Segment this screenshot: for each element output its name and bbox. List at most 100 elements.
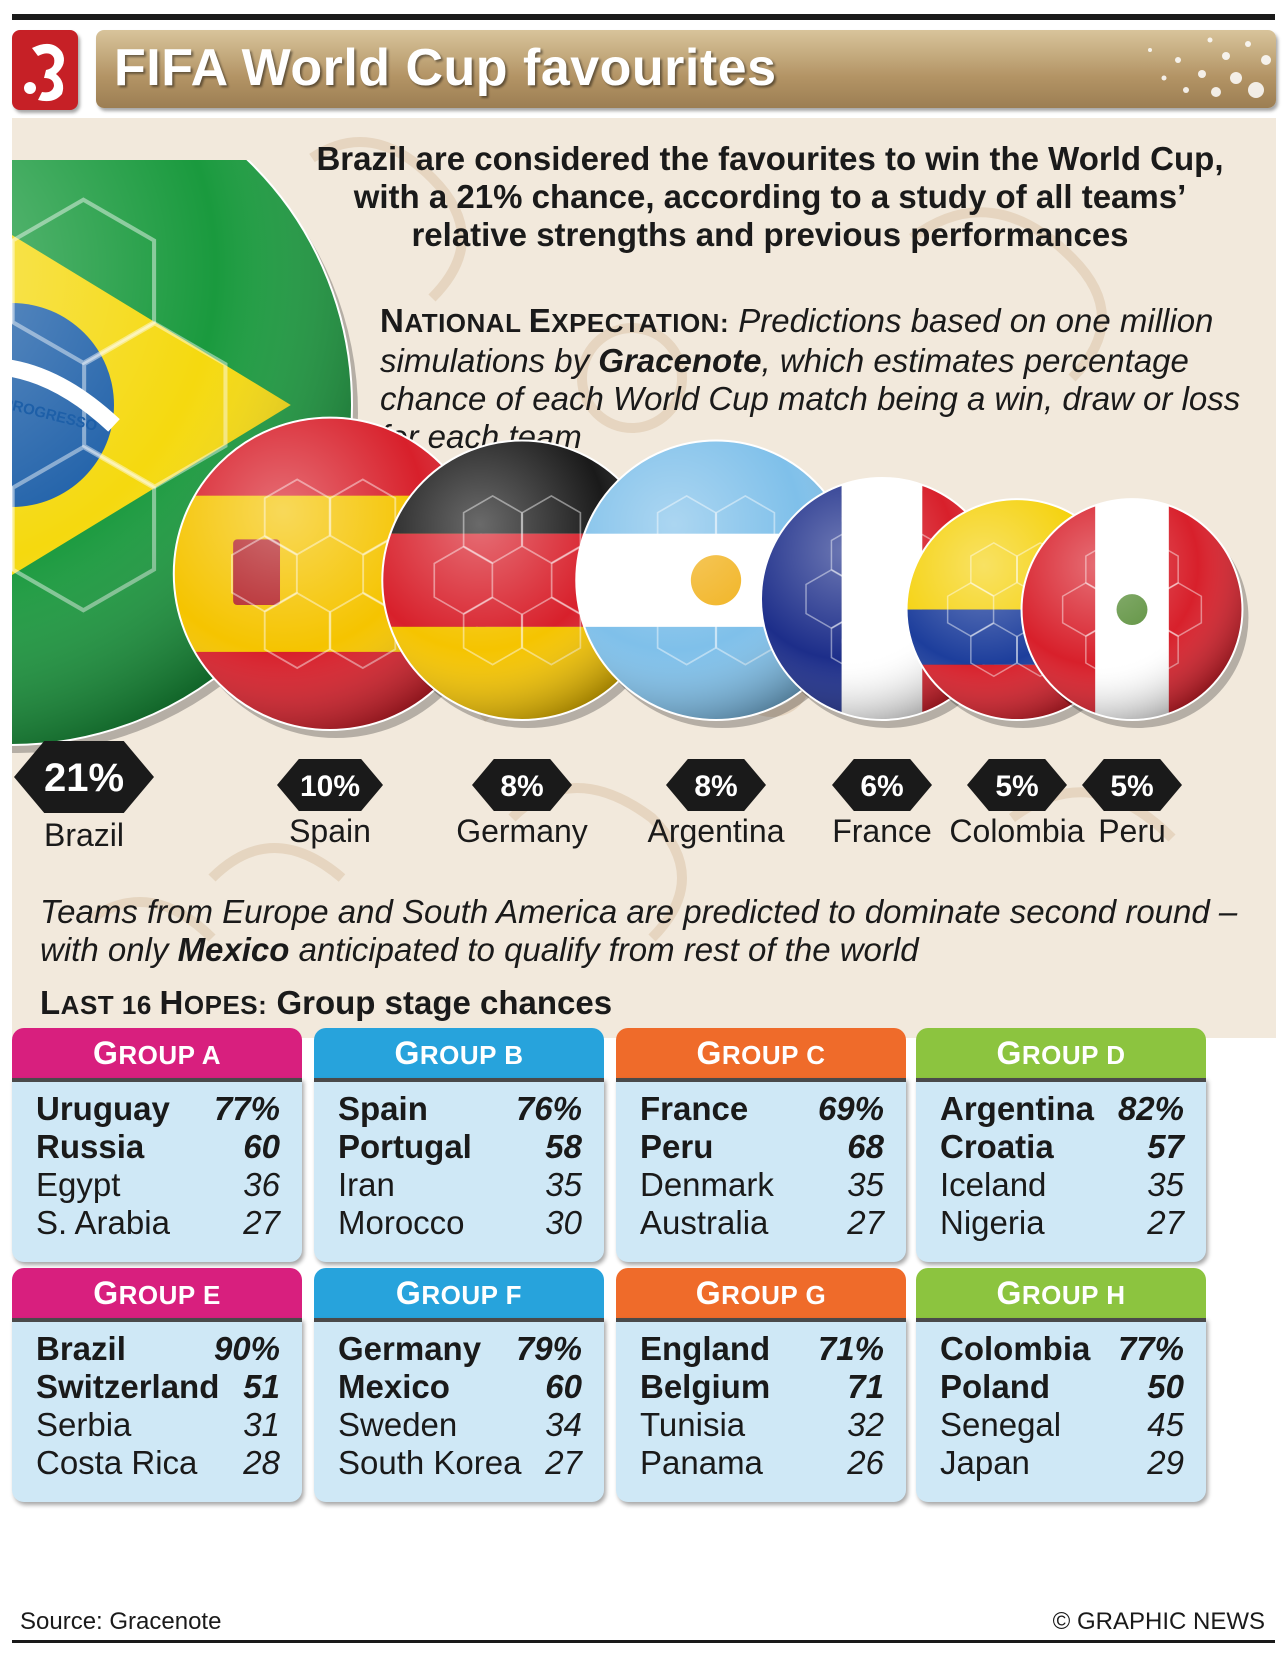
group-section-heading: LAST 16 HOPES: Group stage chances: [40, 984, 613, 1021]
group-table: GROUP H Colombia 77% Poland 50 Senegal 45 Japan…: [916, 1268, 1206, 1502]
team-name: England: [640, 1330, 771, 1367]
team-row: Belgium 71: [640, 1368, 884, 1406]
team-row: Brazil 90%: [36, 1330, 280, 1368]
team-name: Portugal: [338, 1128, 472, 1165]
sparkle-decoration-icon: [1148, 37, 1271, 98]
intro-line-1: Brazil are considered the favourites to …: [316, 140, 1224, 177]
group-table: GROUP B Spain 76% Portugal 58 Iran 35 Morocco 30: [314, 1028, 604, 1262]
team-chance: 71%: [817, 1330, 884, 1367]
group-header: GROUP D: [916, 1028, 1206, 1078]
team-name: Tunisia: [640, 1406, 746, 1443]
group-body: Argentina 82% Croatia 57 Iceland 35 Nigeria 27: [916, 1078, 1206, 1262]
team-chance: 50: [1147, 1368, 1184, 1405]
second-round-note: Teams from Europe and South America are …: [40, 893, 1238, 968]
team-chance: 45: [1147, 1406, 1184, 1443]
team-name: Brazil: [36, 1330, 126, 1367]
team-row: Iceland 35: [940, 1166, 1184, 1204]
value-label: 10%: [300, 770, 360, 803]
expectation-body-post: , which estimates percentage chance of e…: [380, 342, 1241, 455]
team-chance: 60: [545, 1368, 582, 1405]
team-row: Switzerland 51: [36, 1368, 280, 1406]
value-label: 5%: [995, 770, 1038, 803]
team-chance: 27: [545, 1444, 582, 1481]
team-row: Uruguay 77%: [36, 1090, 280, 1128]
team-row: Croatia 57: [940, 1128, 1184, 1166]
team-chance: 34: [545, 1406, 582, 1443]
intro-line-3: relative strengths and previous performa…: [411, 216, 1129, 253]
team-row: Spain 76%: [338, 1090, 582, 1128]
value-label: 8%: [694, 770, 737, 803]
group-table: GROUP A Uruguay 77% Russia 60 Egypt 36 S. Arabi…: [12, 1028, 302, 1262]
group-header: GROUP B: [314, 1028, 604, 1078]
bottom-rule: [12, 1640, 1275, 1643]
ball-peru: [1020, 498, 1249, 728]
source-note: Source: Gracenote: [20, 1608, 222, 1635]
group-header: GROUP E: [12, 1268, 302, 1318]
team-chance: 76%: [515, 1090, 582, 1127]
group-table: GROUP C France 69% Peru 68 Denmark 35 Australia…: [616, 1028, 906, 1262]
group-body: England 71% Belgium 71 Tunisia 32 Panama 26: [616, 1318, 906, 1502]
team-name: Japan: [940, 1444, 1030, 1481]
team-row: Peru 68: [640, 1128, 884, 1166]
team-row: Australia 27: [640, 1204, 884, 1242]
team-label-colombia: Colombia: [949, 813, 1084, 849]
team-name: Colombia: [940, 1330, 1091, 1367]
team-chance: 79%: [515, 1330, 582, 1367]
group-body: Brazil 90% Switzerland 51 Serbia 31 Costa Rica…: [12, 1318, 302, 1502]
team-label-peru: Peru: [1098, 813, 1166, 849]
team-name: Russia: [36, 1128, 145, 1165]
team-chance: 60: [243, 1128, 280, 1165]
team-chance: 68: [847, 1128, 884, 1165]
team-chance: 77%: [213, 1090, 280, 1127]
team-chance: 35: [545, 1166, 582, 1203]
team-chance: 77%: [1117, 1330, 1184, 1367]
value-label: 6%: [860, 770, 903, 803]
team-row: Costa Rica 28: [36, 1444, 280, 1482]
value-label: 21%: [44, 756, 124, 800]
team-row: Russia 60: [36, 1128, 280, 1166]
team-row: Denmark 35: [640, 1166, 884, 1204]
value-badge-colombia: 5%: [967, 759, 1067, 811]
credit-note: © GRAPHIC NEWS: [1052, 1608, 1265, 1635]
group-table: GROUP E Brazil 90% Switzerland 51 Serbia 31 Cos…: [12, 1268, 302, 1502]
team-name: Croatia: [940, 1128, 1054, 1165]
expectation-highlight: Gracenote: [598, 342, 762, 379]
team-chance: 90%: [213, 1330, 280, 1367]
team-row: Poland 50: [940, 1368, 1184, 1406]
team-name: Panama: [640, 1444, 763, 1481]
value-badge-germany: 8%: [472, 759, 572, 811]
team-row: Serbia 31: [36, 1406, 280, 1444]
group-table: GROUP D Argentina 82% Croatia 57 Iceland 35 Nig…: [916, 1028, 1206, 1262]
team-name: Nigeria: [940, 1204, 1045, 1241]
value-badge-brazil: 21%: [14, 741, 154, 813]
page-title: FIFA World Cup favourites: [114, 39, 777, 97]
team-row: Argentina 82%: [940, 1090, 1184, 1128]
team-name: Switzerland: [36, 1368, 220, 1405]
team-chance: 32: [847, 1406, 884, 1443]
team-row: Egypt 36: [36, 1166, 280, 1204]
group-table: GROUP F Germany 79% Mexico 60 Sweden 34 South K…: [314, 1268, 604, 1502]
team-chance: 51: [243, 1368, 280, 1405]
team-name: Uruguay: [36, 1090, 170, 1127]
team-row: South Korea 27: [338, 1444, 582, 1482]
team-name: Sweden: [338, 1406, 458, 1443]
team-row: Sweden 34: [338, 1406, 582, 1444]
team-chance: 82%: [1117, 1090, 1184, 1127]
expectation-label: NATIONAL EXPECTATION:: [380, 302, 730, 339]
team-row: Colombia 77%: [940, 1330, 1184, 1368]
group-body: Spain 76% Portugal 58 Iran 35 Morocco 30: [314, 1078, 604, 1262]
team-row: Morocco 30: [338, 1204, 582, 1242]
team-chance: 27: [243, 1204, 280, 1241]
graphic-news-logo: [12, 30, 78, 110]
team-chance: 26: [847, 1444, 884, 1481]
team-name: Senegal: [940, 1406, 1062, 1443]
team-chance: 57: [1147, 1128, 1184, 1165]
team-row: Portugal 58: [338, 1128, 582, 1166]
value-badge-argentina: 8%: [666, 759, 766, 811]
team-chance: 35: [847, 1166, 884, 1203]
team-name: Peru: [640, 1128, 714, 1165]
team-name: Spain: [338, 1090, 428, 1127]
team-name: Serbia: [36, 1406, 132, 1443]
team-label-germany: Germany: [456, 813, 588, 849]
expectation-body-pre: Predictions based on one million simulat…: [380, 302, 1214, 379]
